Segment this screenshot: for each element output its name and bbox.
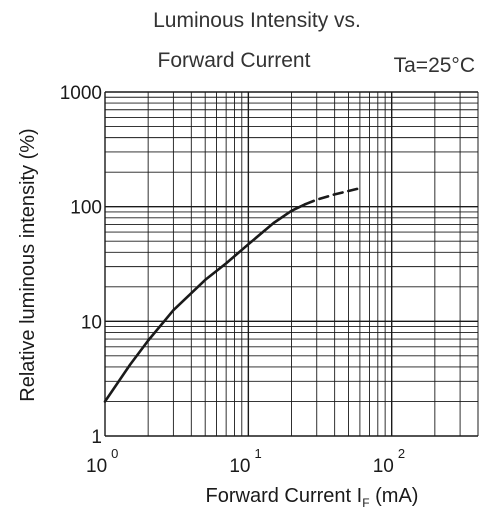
chart-title-line1: Luminous Intensity vs. [153,9,361,32]
tick-labels: 1 10 100 1000 100 101 102 [60,83,405,477]
x-tick-label: 101 [229,446,261,477]
data-line-dashed [304,186,362,206]
x-tick-label: 102 [373,446,405,477]
y-tick-label: 1 [91,427,102,448]
y-tick-label: 10 [81,312,102,333]
y-tick-label: 100 [70,198,102,219]
x-tick-label: 100 [86,446,118,477]
chart-title-line2: Forward Current [158,49,311,72]
x-axis-label: Forward Current IF (mA) [206,485,419,510]
plot-grid [104,91,479,437]
plot-series [103,186,362,403]
condition-label: Ta=25°C [394,54,475,77]
y-axis-label: Relative luminous intensity (%) [17,128,39,401]
y-tick-label: 1000 [60,83,102,104]
data-line-solid [103,202,307,403]
